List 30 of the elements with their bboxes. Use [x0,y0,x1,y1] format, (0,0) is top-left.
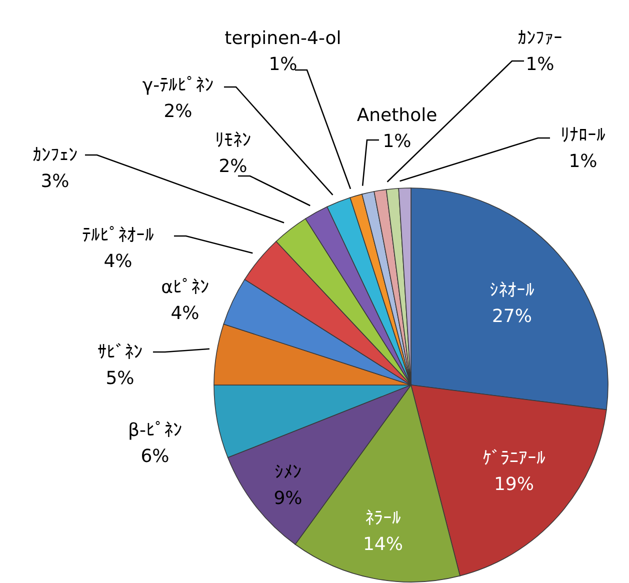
slice-label: ﾘﾓﾈﾝ [215,130,251,151]
slice-label: ｼﾒﾝ [274,462,302,483]
slice-label: ｹﾞﾗﾆｱｰﾙ [482,448,546,469]
data-label: 3% [40,171,70,192]
slice-label: ﾘﾅﾛｰﾙ [560,125,606,146]
slice-label: terpinen-4-ol [224,28,342,49]
data-label: 27% [492,306,532,327]
data-label: 2% [164,101,192,122]
slice-label: Anethole [356,105,438,126]
data-label: 1% [568,151,598,172]
data-label: 1% [526,54,554,75]
data-label: 5% [106,368,134,389]
slice-label: ｻﾋﾞﾈﾝ [98,342,142,363]
slice-label: γ-ﾃﾙﾋﾟﾈﾝ [142,75,214,96]
data-label: 14% [362,534,404,555]
data-label: 1% [268,54,298,75]
data-label: 1% [382,131,412,152]
slice-label: ｶﾝﾌｪﾝ [32,145,78,166]
slice-label: αﾋﾟﾈﾝ [161,277,209,298]
data-label: 4% [104,251,132,272]
slice-label: ﾈﾗｰﾙ [365,508,401,529]
data-label: 19% [494,474,534,495]
slice-label: ｶﾝﾌｧｰ [518,28,562,49]
data-label: 4% [170,303,200,324]
slice-label: β-ﾋﾟﾈﾝ [128,420,182,441]
slice-label: ﾃﾙﾋﾟﾈｵｰﾙ [82,225,154,246]
slice-label: ｼﾈｵｰﾙ [490,280,534,301]
data-label: 2% [218,156,248,177]
data-label: 9% [274,488,302,509]
data-label: 6% [140,446,170,467]
